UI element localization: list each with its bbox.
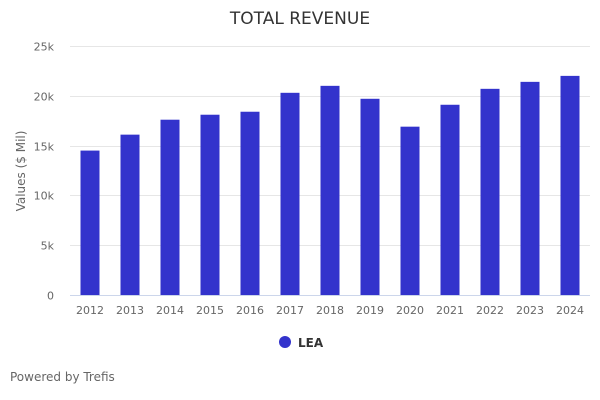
- bar-2017[interactable]: [280, 92, 300, 295]
- x-tick-label: 2022: [476, 304, 504, 317]
- x-tick-label: 2014: [156, 304, 184, 317]
- bar-2012[interactable]: [80, 150, 100, 295]
- bar-2023[interactable]: [520, 81, 540, 295]
- bars: [80, 75, 580, 296]
- bar-2016[interactable]: [240, 111, 260, 296]
- legend-marker-icon: [279, 336, 291, 348]
- x-tick-label: 2018: [316, 304, 344, 317]
- x-tick-label: 2021: [436, 304, 464, 317]
- legend[interactable]: LEA: [279, 336, 324, 350]
- y-tick-label: 20k: [34, 91, 55, 104]
- chart-title: TOTAL REVENUE: [229, 9, 370, 29]
- y-tick-label: 15k: [34, 141, 55, 154]
- y-tick-label: 0: [47, 290, 54, 303]
- y-tick-label: 5k: [41, 240, 55, 253]
- bar-2013[interactable]: [120, 134, 140, 295]
- x-tick-label: 2013: [116, 304, 144, 317]
- bar-2024[interactable]: [560, 75, 580, 295]
- y-tick-label: 10k: [34, 190, 55, 203]
- bar-2018[interactable]: [320, 85, 340, 295]
- x-tick-label: 2019: [356, 304, 384, 317]
- x-tick-label: 2012: [76, 304, 104, 317]
- bar-2019[interactable]: [360, 98, 380, 296]
- x-tick-label: 2020: [396, 304, 424, 317]
- bar-2022[interactable]: [480, 88, 500, 295]
- bar-2020[interactable]: [400, 126, 420, 296]
- x-tick-label: 2024: [556, 304, 584, 317]
- bar-2021[interactable]: [440, 104, 460, 295]
- y-tick-label: 25k: [34, 41, 55, 54]
- powered-by-credit: Powered by Trefis: [10, 370, 115, 384]
- x-tick-label: 2023: [516, 304, 544, 317]
- y-axis-label: Values ($ Mil): [14, 131, 28, 212]
- bar-2014[interactable]: [160, 119, 180, 295]
- x-tick-label: 2017: [276, 304, 304, 317]
- x-tick-label: 2016: [236, 304, 264, 317]
- y-axis-ticks: 0 5k 10k 15k 20k 25k: [34, 41, 55, 303]
- legend-label[interactable]: LEA: [298, 336, 324, 350]
- x-tick-label: 2015: [196, 304, 224, 317]
- x-axis-ticks: 2012 2013 2014 2015 2016 2017 2018 2019 2020 2021…: [76, 304, 584, 317]
- bar-2015[interactable]: [200, 114, 220, 295]
